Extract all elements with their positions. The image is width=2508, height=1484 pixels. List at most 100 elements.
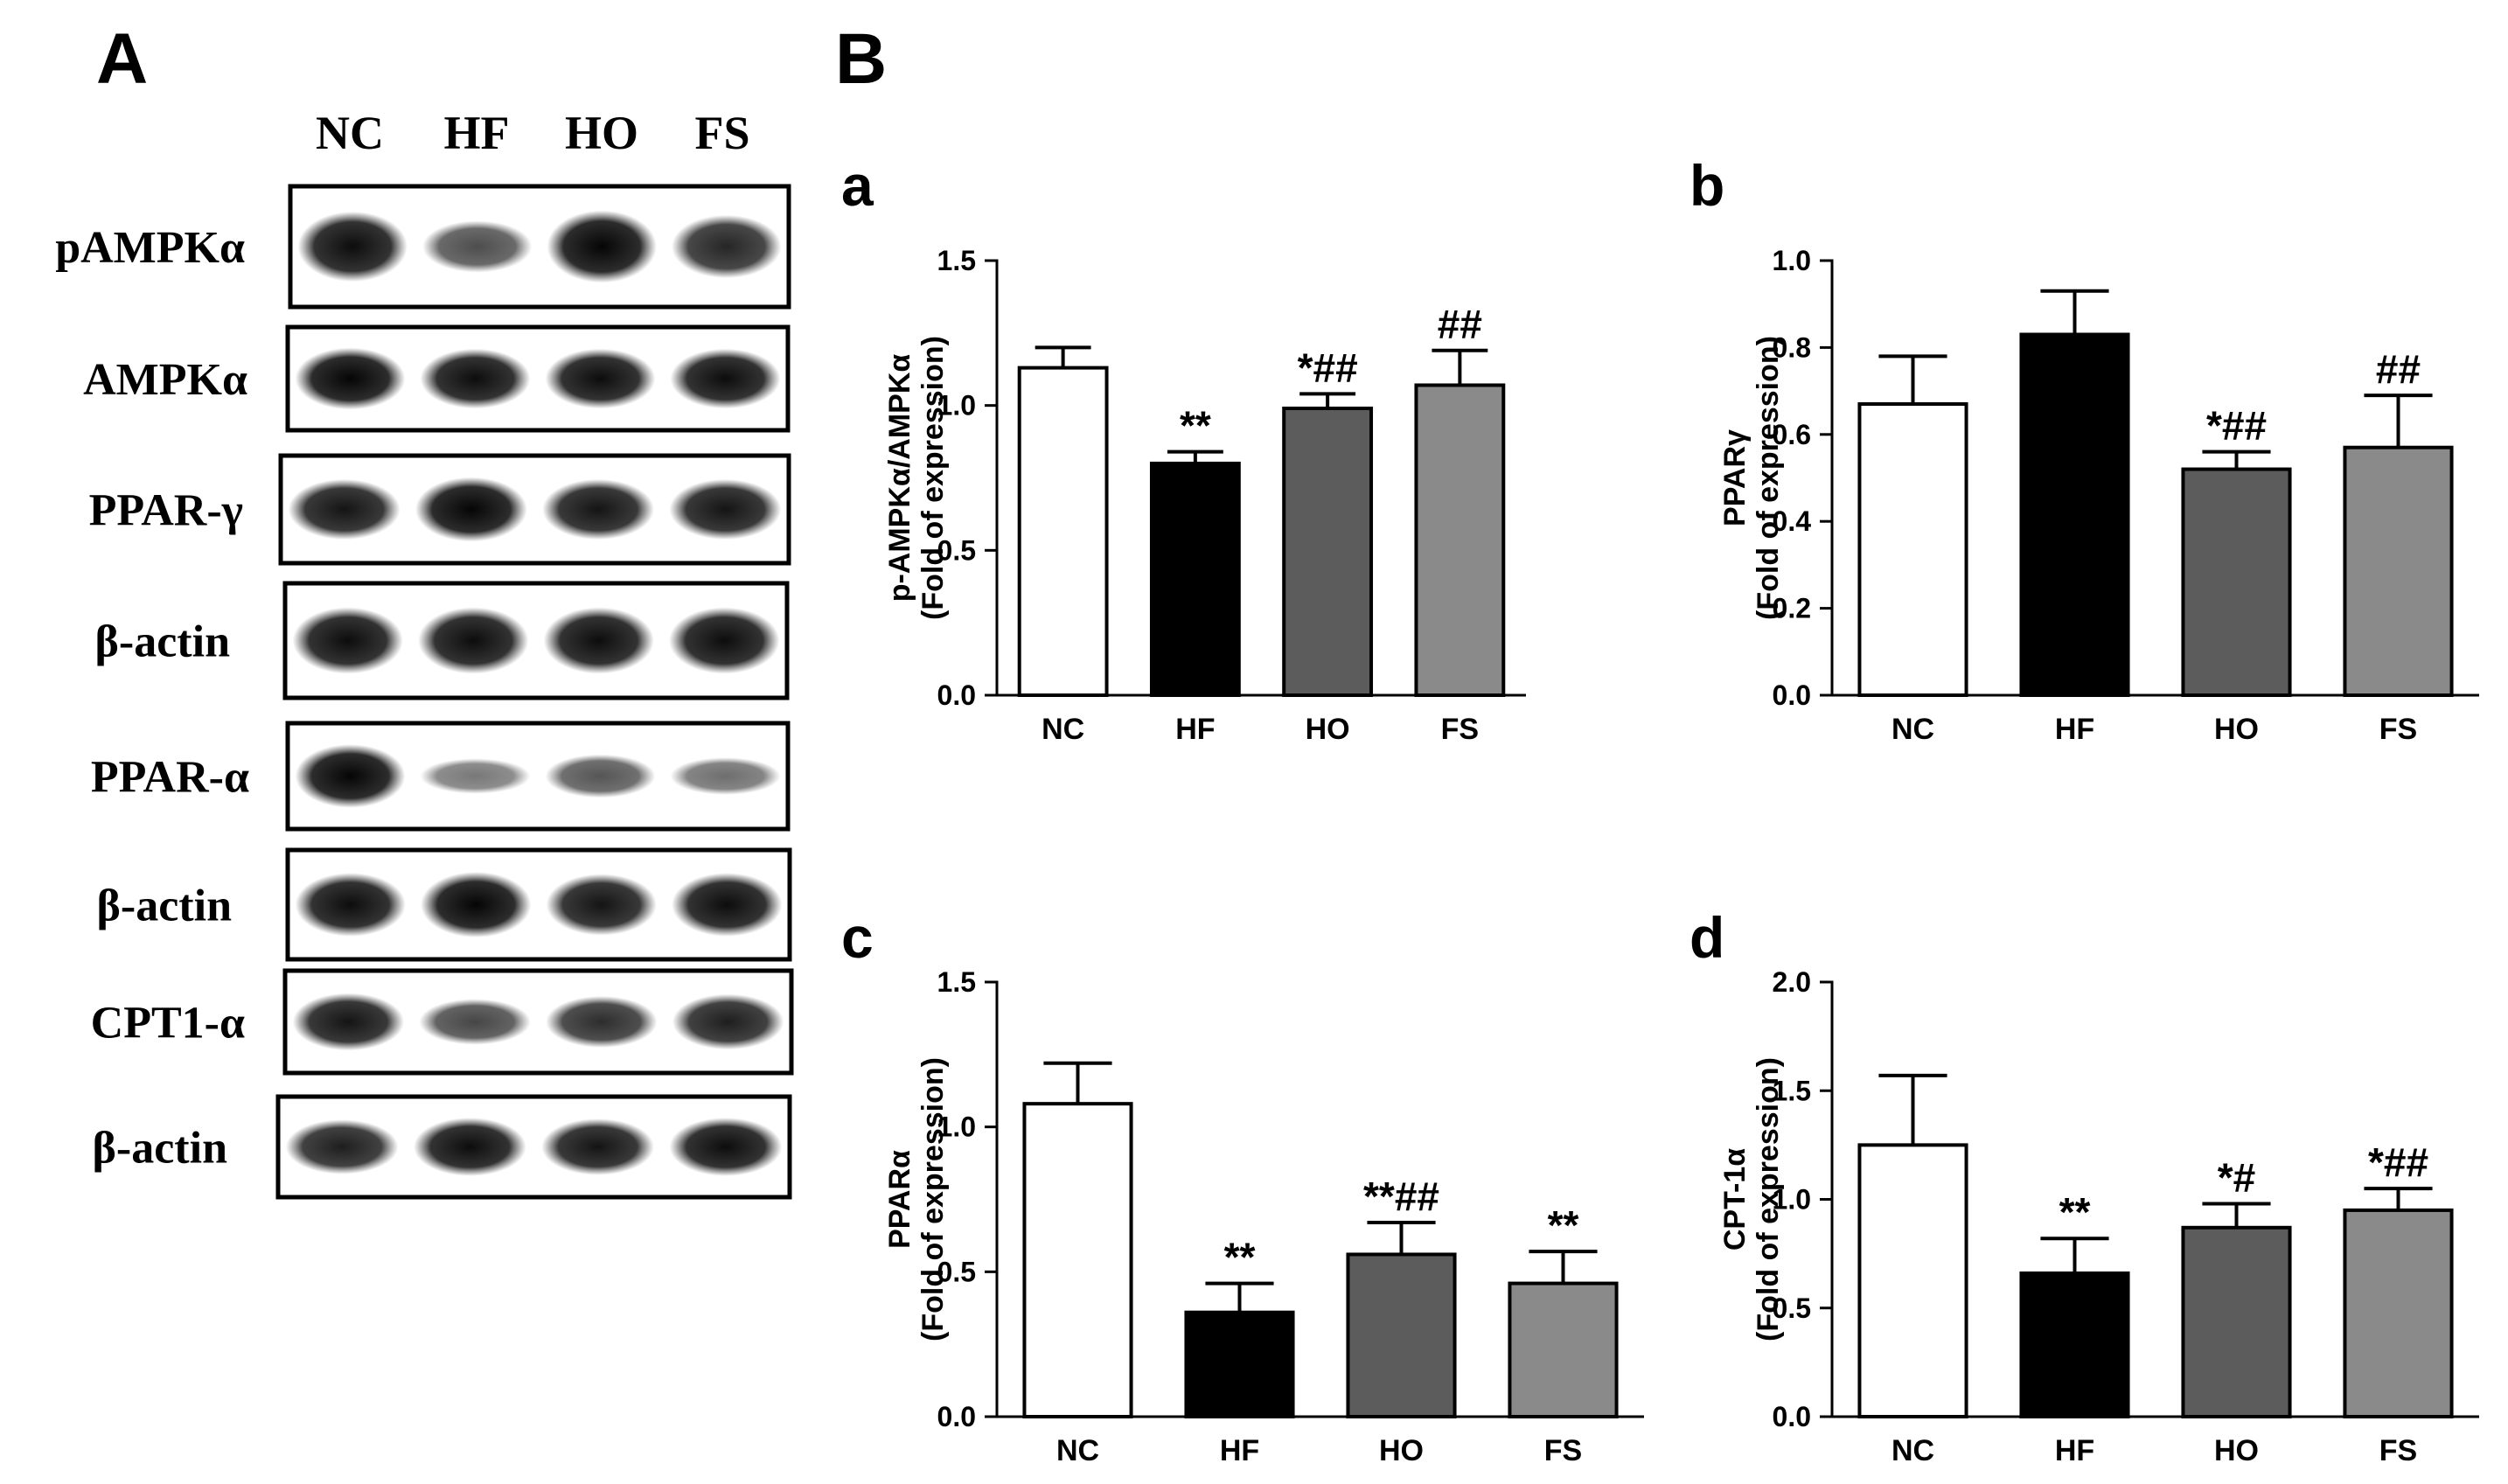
x-tick-label: FS bbox=[1441, 713, 1479, 746]
blot-band bbox=[547, 210, 657, 283]
blot-band bbox=[421, 872, 532, 937]
blot-band bbox=[418, 607, 529, 674]
blot-band bbox=[670, 348, 781, 409]
blot-band bbox=[546, 874, 657, 936]
x-tick-label: NC bbox=[1891, 1434, 1934, 1467]
blot-band bbox=[419, 999, 531, 1045]
y-tick-label: 0.0 bbox=[937, 1401, 976, 1432]
bar-hf bbox=[2019, 1271, 2130, 1418]
blot-band bbox=[545, 754, 656, 798]
blot-row-label: β-actin bbox=[93, 1124, 228, 1174]
significance-label: ## bbox=[2376, 346, 2421, 392]
x-tick-label: FS bbox=[2379, 1434, 2417, 1467]
blot-band bbox=[669, 1118, 783, 1176]
bar-chart-b: b 0.0 0.2 0.4 0.6 0.8 1.0 PPARγ (Fold of express… bbox=[1689, 153, 2479, 746]
bar-hf bbox=[2019, 332, 2130, 697]
blot-band bbox=[546, 995, 658, 1049]
y-tick-label: 0.5 bbox=[937, 1256, 976, 1287]
blot-band bbox=[415, 477, 527, 542]
x-tick-label: NC bbox=[1891, 713, 1934, 746]
blot-row-label: CPT1-α bbox=[91, 999, 245, 1049]
y-tick-label: 0.4 bbox=[1773, 505, 1812, 537]
y-axis-label: (Fold of expression) bbox=[1752, 336, 1785, 620]
y-tick-label: 0.6 bbox=[1773, 419, 1811, 450]
x-tick-label: HF bbox=[1220, 1434, 1259, 1467]
x-tick-label: HO bbox=[1306, 713, 1350, 746]
bar-nc bbox=[1857, 1143, 1968, 1418]
x-tick-label: HF bbox=[2055, 1434, 2094, 1467]
panel-letter-b: b bbox=[1689, 153, 1724, 218]
x-tick-label: HF bbox=[1175, 713, 1215, 746]
y-axis-label: CPT-1α bbox=[1718, 1148, 1752, 1251]
blot-band bbox=[295, 873, 406, 937]
significance-label: ** bbox=[1180, 403, 1211, 449]
y-tick-label: 0.5 bbox=[1773, 1292, 1811, 1324]
significance-label: *# bbox=[2218, 1154, 2255, 1200]
y-tick-label: 1.5 bbox=[1773, 1075, 1811, 1106]
x-tick-label: FS bbox=[1544, 1434, 1582, 1467]
bar-nc bbox=[1022, 1102, 1133, 1419]
y-axis-label: p-AMPKα/AMPKα bbox=[883, 354, 916, 603]
y-axis-label: (Fold of expression) bbox=[916, 1057, 950, 1341]
blot-row-label: AMPKα bbox=[83, 355, 247, 405]
y-tick-label: 0.0 bbox=[937, 679, 976, 711]
x-tick-label: FS bbox=[2379, 713, 2417, 746]
panel-letter-B: B bbox=[835, 19, 887, 99]
blot-band bbox=[545, 348, 656, 409]
y-tick-label: 0.5 bbox=[937, 534, 976, 566]
blot-band bbox=[672, 993, 784, 1050]
blot-band bbox=[292, 607, 403, 674]
x-tick-label: HO bbox=[1379, 1434, 1424, 1467]
blot-row-label: β-actin bbox=[95, 617, 231, 667]
blot-band bbox=[543, 607, 654, 674]
blot-band bbox=[420, 758, 531, 794]
bar-ho bbox=[2181, 1225, 2292, 1419]
blot-band bbox=[669, 478, 782, 540]
bar-chart-d: d 0.0 0.5 1.0 1.5 2.0 CPT-1α (Fold of expressio… bbox=[1689, 905, 2479, 1467]
bar-fs bbox=[2343, 445, 2454, 697]
y-tick-label: 2.0 bbox=[1773, 966, 1811, 998]
y-tick-label: 0.0 bbox=[1773, 1401, 1811, 1432]
panel-letter-a: a bbox=[841, 153, 874, 218]
y-axis-label: (Fold of expression) bbox=[916, 336, 950, 620]
blot-band bbox=[542, 478, 655, 540]
blot-band bbox=[420, 348, 531, 409]
x-tick-label: HO bbox=[2214, 713, 2259, 746]
blot-band bbox=[422, 220, 533, 273]
x-tick-label: HF bbox=[2055, 713, 2094, 746]
panel-letter-d: d bbox=[1689, 905, 1724, 970]
x-tick-label: NC bbox=[1056, 1434, 1099, 1467]
y-axis-label: (Fold of expression) bbox=[1752, 1057, 1785, 1341]
blot-band bbox=[295, 744, 406, 808]
significance-label: *## bbox=[1298, 345, 1358, 390]
blot-row-label: β-actin bbox=[97, 881, 233, 931]
blot-band bbox=[297, 211, 408, 282]
significance-label: ** bbox=[1224, 1235, 1256, 1280]
x-tick-label: NC bbox=[1042, 713, 1084, 746]
y-tick-label: 0.8 bbox=[1773, 331, 1811, 363]
y-tick-label: 0.0 bbox=[1773, 679, 1811, 711]
y-axis-label: PPARα bbox=[883, 1150, 916, 1249]
blot-band bbox=[292, 993, 405, 1051]
blot-lane-label: FS bbox=[694, 107, 749, 159]
blot-band bbox=[288, 478, 401, 540]
bar-hf bbox=[1184, 1310, 1295, 1418]
blot-band bbox=[295, 347, 406, 410]
y-tick-label: 0.2 bbox=[1773, 593, 1811, 624]
significance-label: ## bbox=[1438, 302, 1482, 347]
y-tick-label: 1.0 bbox=[937, 1111, 976, 1143]
blot-lane-label: HF bbox=[444, 107, 510, 159]
bar-fs bbox=[2343, 1208, 2454, 1419]
bar-ho bbox=[1282, 406, 1374, 697]
y-tick-label: 1.5 bbox=[937, 245, 976, 276]
blot-row-label: PPAR-γ bbox=[89, 486, 243, 536]
blot-band bbox=[414, 1118, 526, 1176]
bar-nc bbox=[1017, 366, 1109, 697]
bar-fs bbox=[1508, 1281, 1619, 1418]
panel-letter-c: c bbox=[841, 905, 874, 970]
blot-lane-label: NC bbox=[316, 107, 384, 159]
blot-band bbox=[672, 873, 783, 937]
y-tick-label: 1.0 bbox=[1773, 245, 1811, 276]
significance-label: ** bbox=[2059, 1189, 2091, 1235]
